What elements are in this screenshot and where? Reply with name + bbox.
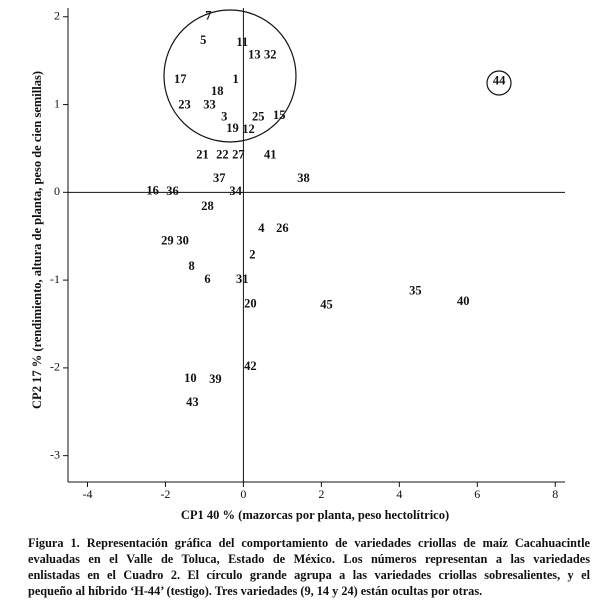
caption-line: Figura 1. Representación gráfica del com…	[28, 536, 590, 550]
point-label: 13	[248, 47, 261, 61]
point-label: 35	[409, 283, 422, 297]
point-label: 42	[244, 359, 257, 373]
point-label: 4	[258, 221, 265, 235]
point-label: 22	[216, 147, 229, 161]
point-label: 36	[166, 184, 179, 198]
x-tick-label: -2	[160, 487, 170, 501]
y-tick-label: -1	[50, 272, 60, 286]
caption-line: evaluadas en el Valle de Toluca, Estado …	[28, 552, 590, 566]
point-label: 8	[188, 259, 194, 273]
point-label: 34	[229, 184, 242, 198]
point-label: 19	[226, 121, 239, 135]
point-label: 32	[264, 47, 277, 61]
point-label: 25	[252, 110, 265, 124]
caption: Figura 1. Representación gráfica del com…	[28, 535, 590, 599]
point-label: 27	[232, 147, 245, 161]
group-circle	[163, 9, 297, 143]
hybrid-circle	[486, 70, 512, 96]
y-tick-label: 2	[54, 9, 60, 23]
point-label: 28	[201, 199, 214, 213]
point-label: 20	[244, 297, 257, 311]
point-label: 7	[205, 9, 211, 23]
x-tick-label: 2	[318, 487, 324, 501]
point-label: 5	[200, 33, 206, 47]
point-label: 3	[221, 110, 227, 124]
point-label: 18	[211, 84, 224, 98]
point-label: 15	[273, 108, 286, 122]
point-label: 39	[209, 372, 222, 386]
point-label: 40	[457, 294, 470, 308]
point-label: 17	[174, 72, 187, 86]
point-label: 10	[184, 371, 197, 385]
point-label: 30	[176, 233, 189, 247]
point-label: 29	[161, 233, 174, 247]
point-label: 45	[320, 297, 333, 311]
point-label: 21	[196, 147, 209, 161]
point-label: 11	[236, 35, 248, 49]
point-label: 23	[178, 97, 191, 111]
point-label: 37	[213, 171, 226, 185]
x-axis-label: CP1 40 % (mazorcas por planta, peso hect…	[181, 508, 449, 522]
point-label: 43	[186, 395, 199, 409]
y-tick-label: -2	[50, 360, 60, 374]
point-label: 1	[232, 72, 238, 86]
point-label: 26	[276, 221, 289, 235]
point-label: 31	[236, 272, 249, 286]
x-tick-label: 6	[474, 487, 480, 501]
point-label: 2	[249, 247, 255, 261]
x-tick-label: 4	[396, 487, 402, 501]
caption-line: enlistadas en el Cuadro 2. El círculo gr…	[28, 568, 590, 582]
x-tick-label: 0	[240, 487, 246, 501]
chart: CP1 40 % (mazorcas por planta, peso hect…	[30, 8, 565, 522]
y-tick-label: 1	[54, 96, 60, 110]
point-label: 41	[264, 147, 277, 161]
point-label: 38	[297, 171, 310, 185]
y-tick-label: -3	[50, 447, 60, 461]
point-label: 12	[242, 122, 255, 136]
x-tick-label: 8	[552, 487, 558, 501]
point-label: 33	[203, 97, 216, 111]
y-axis-label: CP2 17 % (rendimiento, altura de planta,…	[30, 71, 44, 409]
point-label: 6	[204, 272, 210, 286]
y-tick-label: 0	[54, 184, 60, 198]
caption-line: pequeño al híbrido ‘H-44’ (testigo). Tre…	[28, 584, 483, 598]
x-tick-label: -4	[82, 487, 92, 501]
point-label: 16	[146, 183, 159, 197]
point-label: 44	[493, 74, 506, 88]
